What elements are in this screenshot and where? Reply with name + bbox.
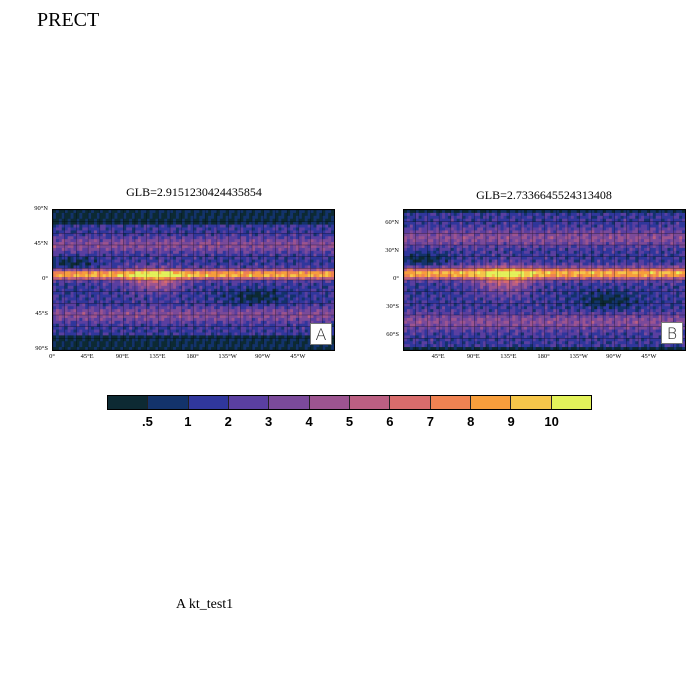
lon-tick-label: 135°W: [569, 353, 588, 360]
lon-tick-label: 90°E: [466, 353, 480, 360]
lat-tick-label: 45°N: [34, 240, 48, 247]
panel-b-title: GLB=2.7336645524313408: [476, 188, 612, 202]
map-panel-a: [52, 209, 335, 351]
colorbar-label: 5: [345, 414, 354, 429]
colorbar-label: 10: [544, 414, 559, 429]
colorbar-label: 9: [507, 414, 515, 429]
lon-tick-label: 45°E: [431, 353, 445, 360]
lon-tick-label: 135°W: [218, 353, 237, 360]
panel-a-title: GLB=2.9151230424435854: [126, 185, 262, 199]
panel-b-label: B: [661, 322, 683, 344]
colorbar-swatch: [551, 396, 591, 409]
colorbar-swatch: [148, 396, 189, 409]
colorbar-swatch: [269, 396, 310, 409]
colorbar-swatch: [511, 396, 552, 409]
lat-tick-label: 90°N: [34, 205, 48, 212]
lat-tick-label: 0°: [393, 275, 399, 282]
lon-tick-label: 90°W: [255, 353, 271, 360]
lon-tick-label: 135°E: [149, 353, 166, 360]
lon-tick-label: 0°: [49, 353, 55, 360]
colorbar-swatch: [108, 396, 149, 409]
lon-tick-label: 45°E: [80, 353, 94, 360]
colorbar-swatch: [470, 396, 512, 409]
colorbar: [107, 395, 592, 410]
lon-tick-label: 45°W: [641, 353, 657, 360]
colorbar-label: 3: [265, 414, 273, 429]
map-panel-b: [403, 209, 686, 351]
lat-tick-label: 60°N: [385, 219, 399, 226]
lat-tick-label: 0°: [42, 275, 48, 282]
colorbar-swatch: [349, 396, 391, 409]
precipitation-field: [53, 210, 334, 350]
colorbar-swatch: [188, 396, 229, 409]
colorbar-label: 1: [184, 414, 192, 429]
colorbar-swatch: [228, 396, 270, 409]
colorbar-label: 8: [467, 414, 475, 429]
colorbar-label: 6: [386, 414, 394, 429]
colorbar-label: 7: [426, 414, 434, 429]
colorbar-swatch: [390, 396, 431, 409]
precipitation-field: [404, 210, 685, 350]
lat-tick-label: 60°S: [386, 331, 399, 338]
colorbar-label: 4: [305, 414, 313, 429]
lon-tick-label: 180°: [186, 353, 199, 360]
lat-tick-label: 90°S: [35, 345, 48, 352]
colorbar-swatch: [309, 396, 350, 409]
lon-tick-label: 90°W: [606, 353, 622, 360]
lon-tick-label: 90°E: [115, 353, 129, 360]
colorbar-label: .5: [141, 414, 153, 429]
footer-text: A kt_test1: [176, 597, 234, 612]
colorbar-swatch: [430, 396, 471, 409]
lon-tick-label: 135°E: [500, 353, 517, 360]
panel-a-label: A: [310, 323, 332, 345]
lon-tick-label: 180°: [537, 353, 550, 360]
colorbar-label: 2: [224, 414, 232, 429]
lon-tick-label: 45°W: [290, 353, 306, 360]
lat-tick-label: 30°N: [385, 247, 399, 254]
lat-tick-label: 45°S: [35, 310, 48, 317]
page-title: PRECT: [37, 9, 100, 31]
lat-tick-label: 30°S: [386, 303, 399, 310]
